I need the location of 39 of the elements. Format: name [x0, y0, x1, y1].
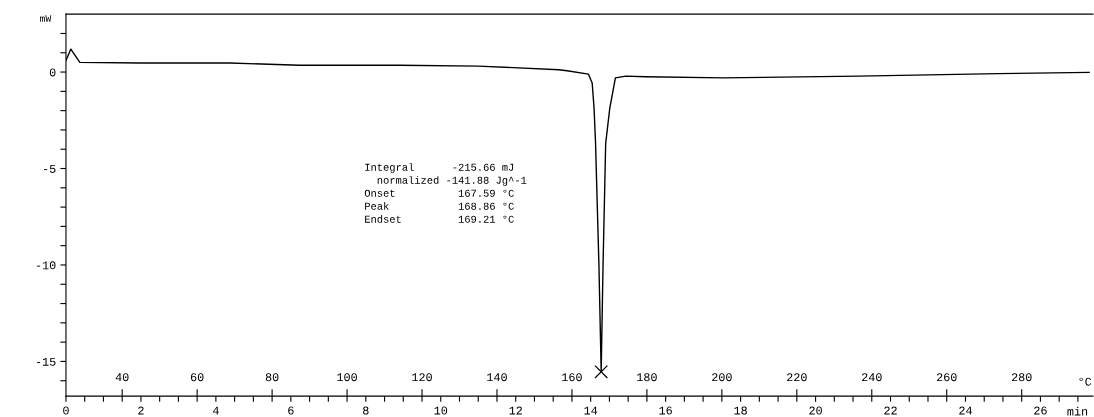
x-tick-label: 2	[138, 406, 144, 415]
x-tick-label: 14	[584, 406, 598, 415]
x-tick-label: 18	[734, 406, 747, 415]
x2-tick-label: 280	[1011, 373, 1032, 382]
x2-tick-label: 220	[787, 373, 807, 382]
y-tick-label: -10	[36, 261, 56, 270]
x2-tick-label: 160	[562, 373, 582, 382]
x-tick-label: 4	[212, 406, 219, 415]
x2-tick-label: 120	[412, 373, 432, 382]
x-tick-label: 0	[63, 406, 69, 415]
y-tick-label: 0	[49, 68, 56, 77]
annotation: Peak 168.86 °C	[365, 202, 514, 210]
y-axis-title: mW	[40, 15, 52, 22]
annotation: Endset 169.21 °C	[365, 215, 514, 223]
x-tick-label: 6	[288, 406, 294, 415]
x-tick-label: 22	[884, 406, 897, 415]
annotation: Integral -215.66 mJ	[365, 163, 514, 173]
x-axis-title: min	[1067, 406, 1088, 416]
x2-tick-label: 180	[637, 373, 657, 382]
x2-axis-title: °C	[1079, 377, 1092, 386]
x2-tick-label: 80	[265, 373, 279, 382]
x2-tick-label: 240	[861, 373, 882, 382]
x2-tick-label: 60	[190, 373, 204, 382]
x2-tick-label: 200	[712, 373, 732, 382]
x-tick-label: 8	[363, 406, 369, 415]
x2-tick-label: 260	[936, 373, 957, 382]
x-tick-label: 16	[659, 406, 672, 415]
x2-tick-label: 40	[115, 373, 129, 382]
x2-tick-label: 140	[487, 373, 507, 382]
y-tick-label: -15	[36, 357, 56, 366]
annotation: Onset 167.59 °C	[364, 189, 514, 197]
annotation: normalized -141.88 Jg^-1	[377, 176, 527, 186]
x-tick-label: 24	[959, 406, 972, 415]
x-tick-label: 10	[434, 406, 448, 415]
y-tick-label: -5	[44, 165, 56, 173]
x-tick-label: 12	[509, 406, 522, 415]
x2-tick-label: 100	[337, 373, 357, 382]
x-tick-label: 20	[809, 406, 822, 415]
x-tick-label: 26	[1034, 406, 1047, 415]
